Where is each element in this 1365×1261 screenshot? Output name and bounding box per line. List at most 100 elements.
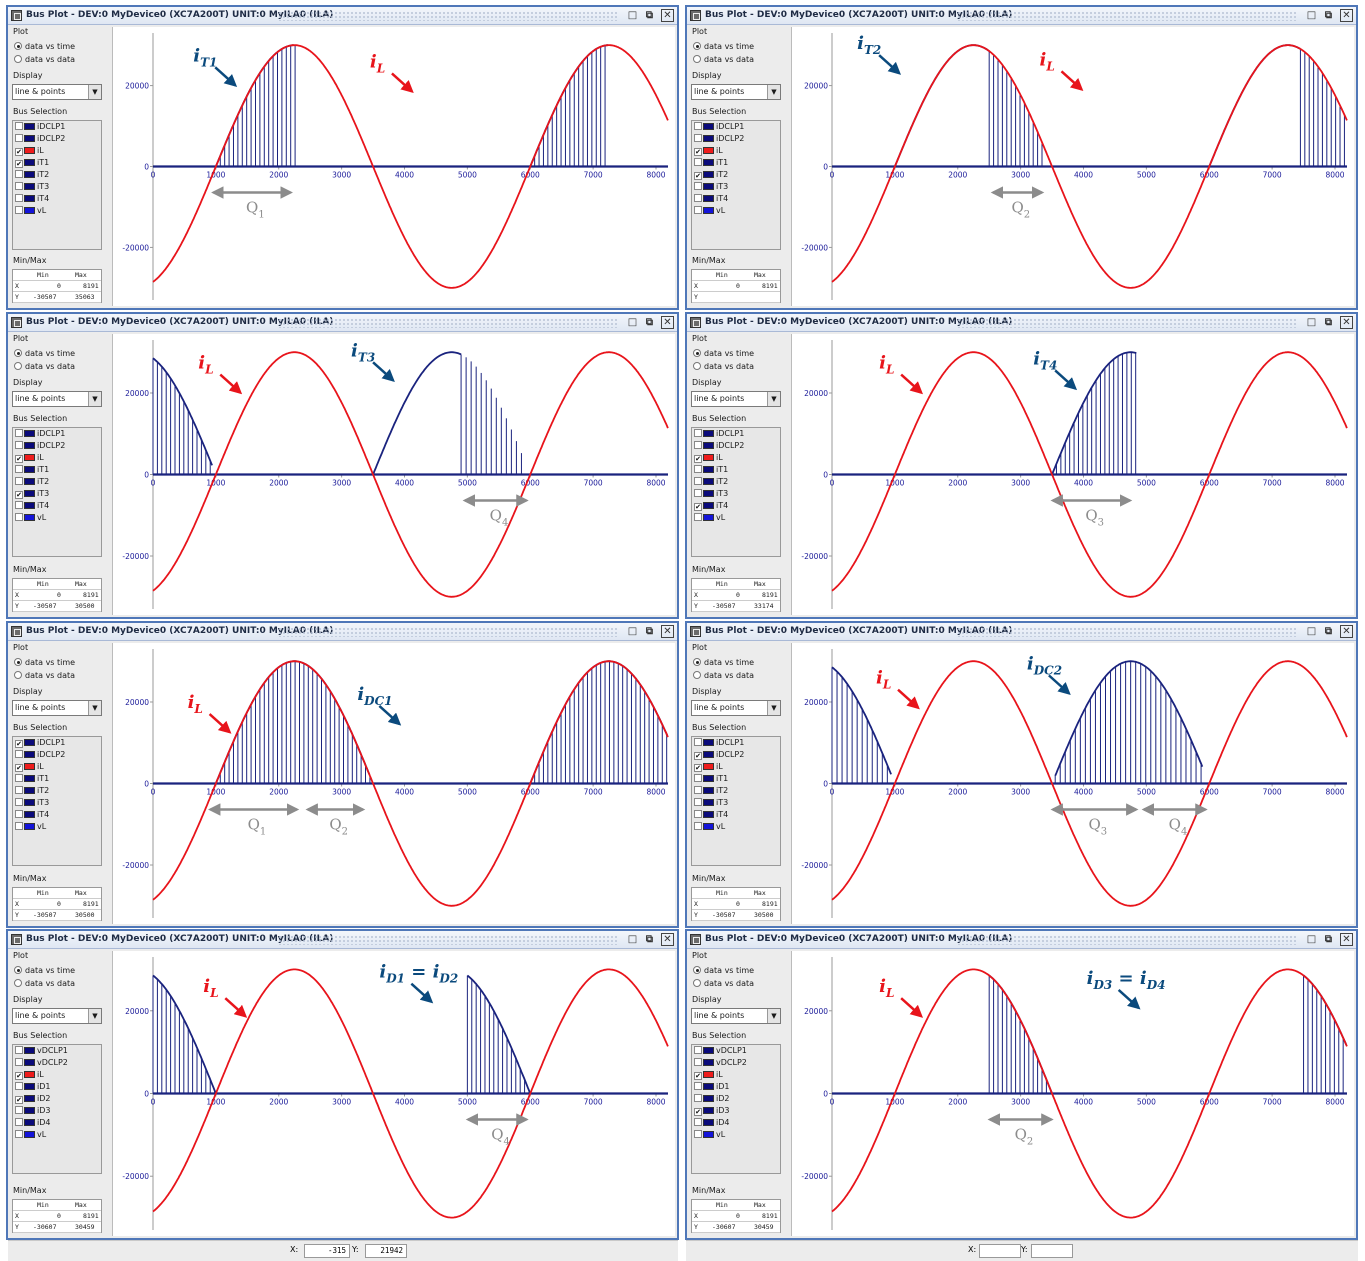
window-titlebar[interactable]: Bus Plot - DEV:0 MyDevice0 (XC7A200T) UN… <box>8 314 677 332</box>
radio-data-vs-data[interactable]: data vs data <box>14 671 75 682</box>
plot-area[interactable]: 20000 0 -20000 0 1000 2000 3000 4000 5000 6000 700… <box>112 643 675 924</box>
close-icon[interactable]: ✕ <box>661 625 674 638</box>
bus-item-iT2[interactable]: iT2 <box>13 476 101 488</box>
bus-item-vDCLP2[interactable]: vDCLP2 <box>692 1057 780 1069</box>
checkbox-checked-icon[interactable]: ✔ <box>15 148 23 156</box>
display-mode-select[interactable]: line & points ▼ <box>691 700 781 716</box>
checkbox-icon[interactable] <box>15 501 23 509</box>
checkbox-checked-icon[interactable]: ✔ <box>15 491 23 499</box>
chevron-down-icon[interactable]: ▼ <box>767 85 780 99</box>
display-mode-select[interactable]: line & points ▼ <box>12 1008 102 1024</box>
bus-item-iD1[interactable]: iD1 <box>692 1081 780 1093</box>
bus-item-iDCLP2[interactable]: iDCLP2 <box>13 749 101 761</box>
close-icon[interactable]: ✕ <box>661 933 674 946</box>
bus-item-iL[interactable]: ✔ iL <box>13 1069 101 1081</box>
checkbox-icon[interactable] <box>694 489 702 497</box>
bus-item-iT4[interactable]: iT4 <box>692 809 780 821</box>
bus-item-iDCLP1[interactable]: iDCLP1 <box>692 737 780 749</box>
bus-item-iT1[interactable]: iT1 <box>13 773 101 785</box>
checkbox-icon[interactable] <box>15 477 23 485</box>
checkbox-checked-icon[interactable]: ✔ <box>694 455 702 463</box>
bus-item-iD2[interactable]: iD2 <box>692 1093 780 1105</box>
bus-item-vL[interactable]: vL <box>692 821 780 833</box>
maximize-icon[interactable]: ⧉ <box>645 10 654 21</box>
bus-item-iD3[interactable]: ✔ iD3 <box>692 1105 780 1117</box>
checkbox-icon[interactable] <box>694 1130 702 1138</box>
checkbox-icon[interactable] <box>15 194 23 202</box>
status-x-field[interactable] <box>979 1244 1021 1258</box>
bus-item-iT1[interactable]: iT1 <box>13 464 101 476</box>
display-mode-select[interactable]: line & points ▼ <box>12 700 102 716</box>
display-mode-select[interactable]: line & points ▼ <box>691 391 781 407</box>
checkbox-icon[interactable] <box>694 774 702 782</box>
radio-data-vs-data[interactable]: data vs data <box>693 362 754 373</box>
restore-icon[interactable]: □ <box>627 10 638 21</box>
checkbox-icon[interactable] <box>694 1118 702 1126</box>
bus-item-vDCLP1[interactable]: vDCLP1 <box>13 1045 101 1057</box>
bus-item-iT1[interactable]: iT1 <box>692 773 780 785</box>
bus-item-iT2[interactable]: iT2 <box>692 476 780 488</box>
checkbox-icon[interactable] <box>694 477 702 485</box>
radio-data-vs-data[interactable]: data vs data <box>693 979 754 990</box>
bus-item-vL[interactable]: vL <box>692 205 780 217</box>
close-icon[interactable]: ✕ <box>1340 9 1353 22</box>
status-y-field[interactable]: 21942 <box>365 1244 407 1258</box>
bus-item-iDCLP2[interactable]: iDCLP2 <box>692 133 780 145</box>
bus-item-iT2[interactable]: iT2 <box>692 785 780 797</box>
bus-item-vL[interactable]: vL <box>13 821 101 833</box>
checkbox-icon[interactable] <box>15 513 23 521</box>
checkbox-checked-icon[interactable]: ✔ <box>694 172 702 180</box>
bus-item-iDCLP2[interactable]: iDCLP2 <box>13 133 101 145</box>
checkbox-icon[interactable] <box>694 441 702 449</box>
bus-item-vDCLP2[interactable]: vDCLP2 <box>13 1057 101 1069</box>
checkbox-icon[interactable] <box>15 774 23 782</box>
chevron-down-icon[interactable]: ▼ <box>767 392 780 406</box>
checkbox-checked-icon[interactable]: ✔ <box>15 764 23 772</box>
chevron-down-icon[interactable]: ▼ <box>88 392 101 406</box>
display-mode-select[interactable]: line & points ▼ <box>691 1008 781 1024</box>
radio-data-vs-time[interactable]: data vs time <box>693 966 754 977</box>
plot-area[interactable]: 20000 0 -20000 0 1000 2000 3000 4000 5000 6000 700… <box>112 334 675 615</box>
chevron-down-icon[interactable]: ▼ <box>767 1009 780 1023</box>
bus-item-iT1[interactable]: iT1 <box>692 464 780 476</box>
close-icon[interactable]: ✕ <box>661 316 674 329</box>
bus-item-iT2[interactable]: iT2 <box>13 785 101 797</box>
bus-item-iD4[interactable]: iD4 <box>13 1117 101 1129</box>
bus-item-iL[interactable]: ✔ iL <box>692 145 780 157</box>
chevron-down-icon[interactable]: ▼ <box>88 85 101 99</box>
checkbox-icon[interactable] <box>694 513 702 521</box>
checkbox-checked-icon[interactable]: ✔ <box>694 752 702 760</box>
bus-item-iDCLP2[interactable]: iDCLP2 <box>13 440 101 452</box>
checkbox-icon[interactable] <box>15 810 23 818</box>
checkbox-icon[interactable] <box>15 798 23 806</box>
checkbox-icon[interactable] <box>15 182 23 190</box>
checkbox-icon[interactable] <box>694 465 702 473</box>
checkbox-icon[interactable] <box>15 170 23 178</box>
restore-icon[interactable]: □ <box>627 934 638 945</box>
bus-item-iDCLP1[interactable]: iDCLP1 <box>692 121 780 133</box>
checkbox-icon[interactable] <box>694 206 702 214</box>
restore-icon[interactable]: □ <box>1306 934 1317 945</box>
maximize-icon[interactable]: ⧉ <box>1324 10 1333 21</box>
bus-item-iT4[interactable]: iT4 <box>13 809 101 821</box>
radio-data-vs-time[interactable]: data vs time <box>14 349 75 360</box>
checkbox-icon[interactable] <box>694 786 702 794</box>
bus-item-iL[interactable]: ✔ iL <box>692 452 780 464</box>
plot-area[interactable]: 20000 0 -20000 0 1000 2000 3000 4000 5000 6000 700… <box>112 951 675 1236</box>
restore-icon[interactable]: □ <box>627 626 638 637</box>
checkbox-icon[interactable] <box>694 1046 702 1054</box>
restore-icon[interactable]: □ <box>1306 317 1317 328</box>
display-mode-select[interactable]: line & points ▼ <box>12 391 102 407</box>
checkbox-icon[interactable] <box>15 1046 23 1054</box>
bus-item-iDCLP2[interactable]: ✔ iDCLP2 <box>692 749 780 761</box>
bus-item-iL[interactable]: ✔ iL <box>692 1069 780 1081</box>
bus-item-iT2[interactable]: iT2 <box>13 169 101 181</box>
bus-item-iT1[interactable]: ✔ iT1 <box>13 157 101 169</box>
bus-item-iT3[interactable]: iT3 <box>13 797 101 809</box>
display-mode-select[interactable]: line & points ▼ <box>691 84 781 100</box>
bus-item-iDCLP1[interactable]: iDCLP1 <box>13 121 101 133</box>
window-titlebar[interactable]: Bus Plot - DEV:0 MyDevice0 (XC7A200T) UN… <box>687 314 1356 332</box>
checkbox-checked-icon[interactable]: ✔ <box>694 503 702 511</box>
bus-item-vL[interactable]: vL <box>13 205 101 217</box>
chevron-down-icon[interactable]: ▼ <box>767 701 780 715</box>
